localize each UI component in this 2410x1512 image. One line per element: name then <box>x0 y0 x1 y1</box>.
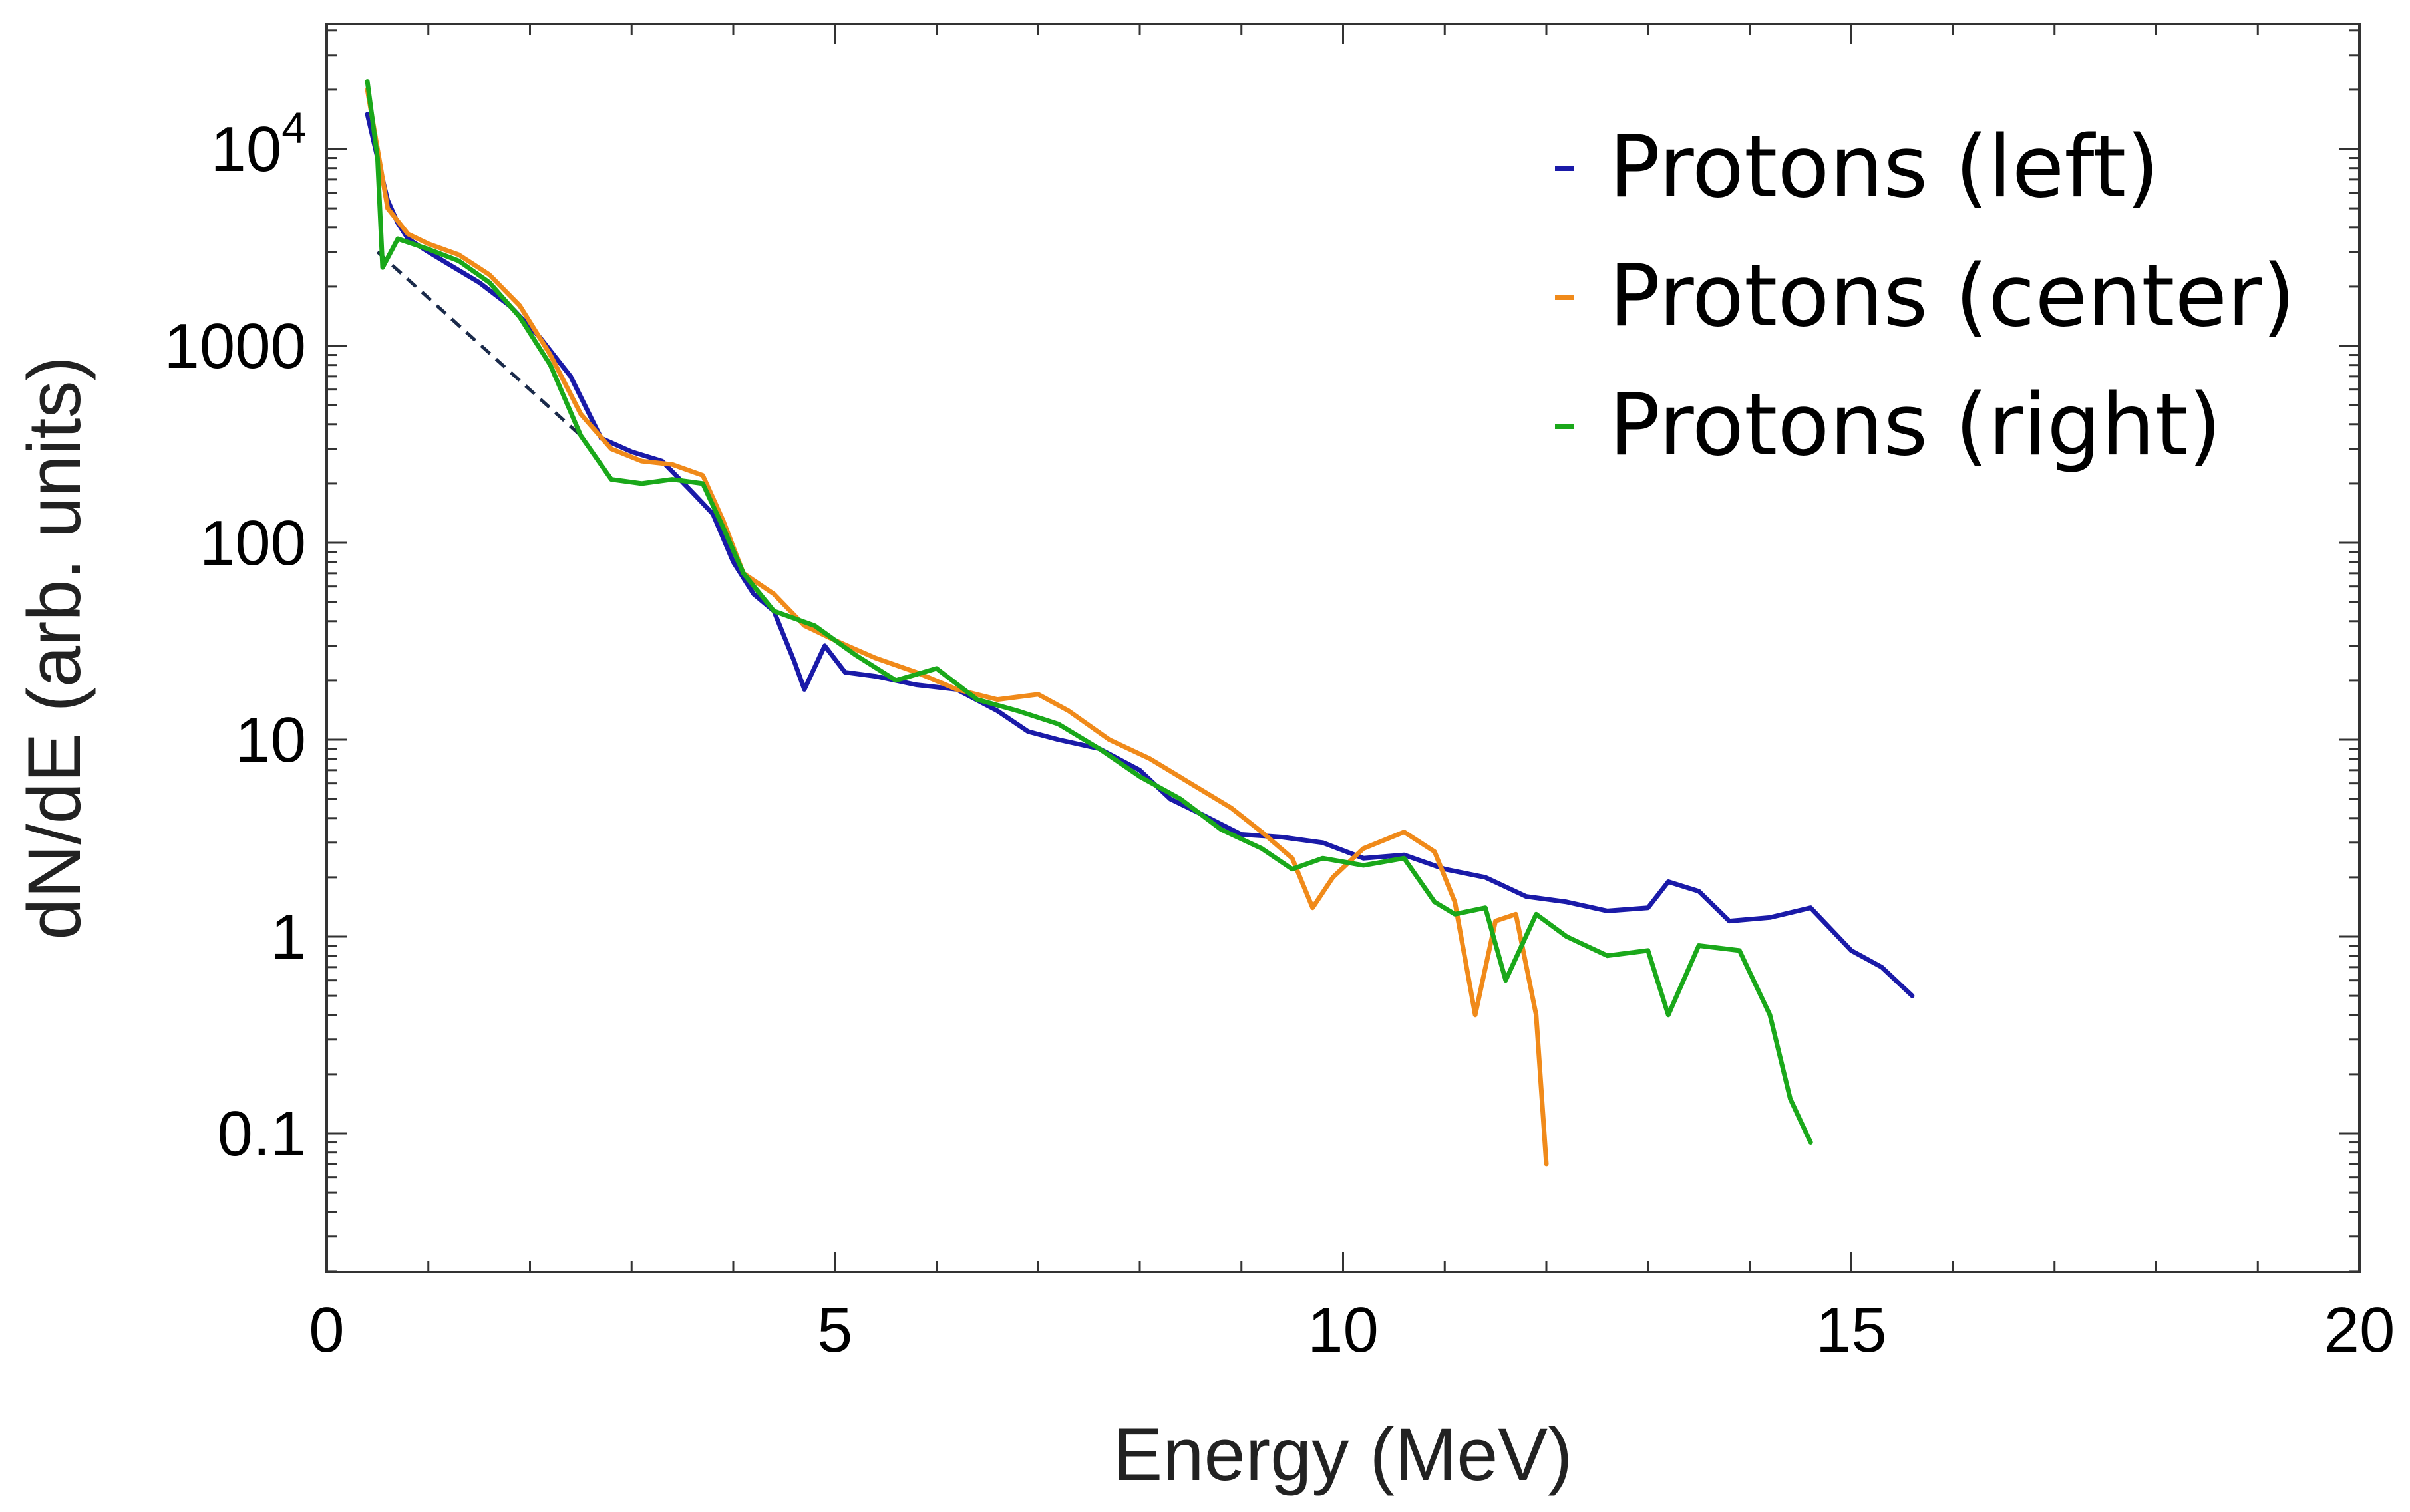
x-tick-label: 10 <box>1307 1294 1379 1366</box>
legend: Protons (left) Protons (center) Protons (r… <box>1555 118 2296 475</box>
y-axis-label: dN/dE (arb. units) <box>13 356 96 940</box>
x-tick-label: 15 <box>1816 1294 1887 1366</box>
y-tick-label: 100 <box>200 508 306 579</box>
y-tick-label: 10 <box>235 704 306 776</box>
y-tick-power-base: 10 <box>211 114 282 185</box>
y-tick-power-exponent: 4 <box>281 103 306 152</box>
y-tick-label: 0.1 <box>218 1098 306 1169</box>
legend-label-3: Protons (right) <box>1609 376 2222 475</box>
legend-label-2: Protons (center) <box>1609 247 2296 346</box>
series-2 <box>365 87 1549 1167</box>
y-tick-label-power: 104 <box>211 103 307 185</box>
y-tick-label: 1 <box>271 901 306 973</box>
series-line-3 <box>365 79 1813 1145</box>
x-tick-label: 20 <box>2324 1294 2395 1366</box>
y-tick-label: 1000 <box>164 311 306 382</box>
x-tick-label: 0 <box>309 1294 344 1366</box>
x-axis-ticks: 0 5 10 15 20 <box>309 24 2395 1366</box>
series-layer <box>365 79 1915 1167</box>
x-axis-label: Energy (MeV) <box>1113 1413 1573 1496</box>
legend-label-1: Protons (left) <box>1609 118 2159 217</box>
fit-line <box>376 250 582 437</box>
series-line-2 <box>365 87 1549 1167</box>
x-tick-label: 5 <box>817 1294 852 1366</box>
series-3 <box>365 79 1813 1145</box>
